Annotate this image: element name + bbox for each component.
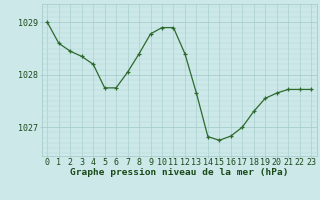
X-axis label: Graphe pression niveau de la mer (hPa): Graphe pression niveau de la mer (hPa) bbox=[70, 168, 288, 177]
